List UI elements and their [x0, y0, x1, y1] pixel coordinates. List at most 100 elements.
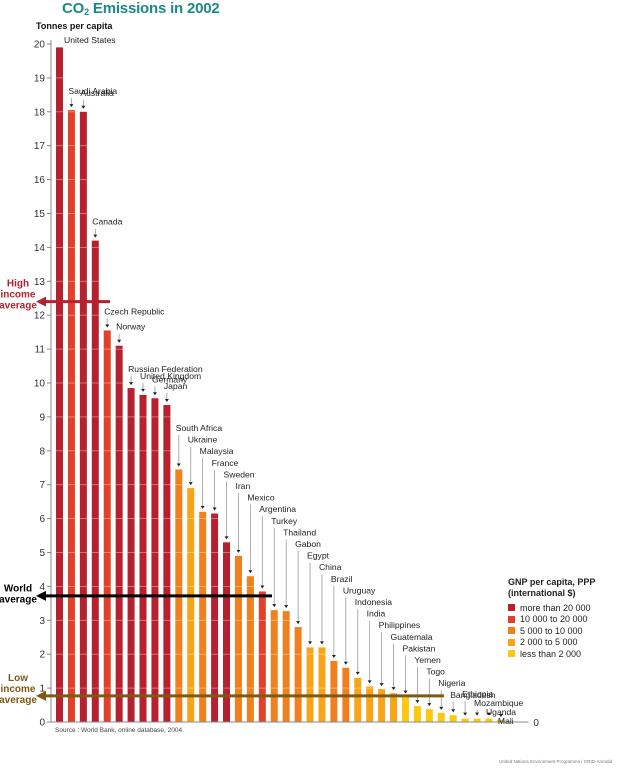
credit-note: United Nations Environment Programme / G… — [499, 759, 612, 764]
legend-label: less than 2 000 — [520, 648, 582, 659]
low-income-average-label: income — [0, 684, 35, 695]
country-label: Sweden — [224, 469, 255, 479]
y-tick-label: 5 — [39, 548, 45, 559]
world-average-label: average — [0, 594, 37, 605]
bar — [461, 718, 469, 722]
country-label: Mozambique — [474, 698, 523, 708]
y-tick-label: 7 — [39, 480, 45, 491]
pointer-arrow-icon — [188, 482, 193, 486]
pointer-arrow-icon — [343, 661, 348, 665]
pointer-arrow-icon — [331, 654, 336, 658]
country-label: Ethiopia — [462, 689, 493, 699]
bar — [91, 240, 99, 722]
legend-swatch — [508, 615, 515, 623]
country-label: United Kingdom — [140, 371, 201, 381]
pointer-arrow-icon — [355, 671, 360, 675]
bar — [390, 693, 398, 722]
bar — [127, 388, 135, 722]
legend-swatch — [508, 627, 515, 635]
bar — [115, 345, 123, 722]
bar — [449, 715, 457, 722]
legend-item: 5 000 to 10 000 — [508, 625, 595, 637]
pointer-arrow-icon — [367, 680, 372, 684]
pointer-arrow-icon — [475, 712, 480, 716]
bar — [425, 709, 433, 722]
y-tick-label: 6 — [39, 514, 45, 525]
pointer-arrow-icon — [379, 683, 384, 687]
bar — [56, 47, 63, 722]
legend-label: 5 000 to 10 000 — [520, 625, 583, 636]
pointer-arrow-icon — [284, 605, 289, 609]
country-label: Thailand — [283, 527, 316, 537]
source-note: Source : World Bank, online database, 20… — [55, 727, 184, 734]
country-label: South Africa — [176, 423, 223, 433]
country-label: Brazil — [331, 574, 353, 584]
country-label: Turkey — [271, 516, 298, 526]
bar — [103, 330, 111, 722]
bar — [413, 706, 421, 722]
country-label: Gabon — [295, 539, 321, 549]
pointer-arrow-icon — [451, 709, 456, 713]
pointer-arrow-icon — [463, 712, 468, 716]
country-label: France — [212, 458, 239, 468]
pointer-arrow-icon — [248, 570, 253, 574]
y-tick-label: 13 — [34, 277, 46, 288]
y-axis-label: Tonnes per capita — [36, 21, 113, 31]
arrow-left-icon — [36, 296, 46, 307]
legend-item: 2 000 to 5 000 — [508, 637, 595, 649]
bar — [67, 110, 75, 723]
y-tick-label: 4 — [39, 582, 45, 593]
zero-label-right: 0 — [533, 718, 539, 729]
pointer-arrow-icon — [439, 706, 444, 710]
pointer-arrow-icon — [141, 388, 146, 392]
pointer-arrow-icon — [308, 641, 313, 645]
pointer-arrow-icon — [403, 690, 408, 694]
bar — [234, 555, 242, 722]
bar — [437, 712, 445, 722]
bar — [211, 513, 219, 722]
bar — [366, 686, 374, 722]
pointer-arrow-icon — [212, 507, 217, 511]
country-label: Germany — [152, 374, 188, 384]
bar — [79, 111, 87, 723]
reference-lines: HighincomeaverageWorldaverageLowincomeav… — [0, 279, 444, 706]
pointer-arrow-icon — [391, 687, 396, 691]
pointer-arrow-icon — [69, 104, 74, 108]
country-label: Nigeria — [438, 678, 465, 688]
pointer-arrow-icon — [498, 713, 503, 717]
country-label: Russian Federation — [128, 364, 203, 374]
bar — [199, 511, 207, 722]
bar — [378, 689, 386, 722]
bar — [318, 647, 326, 722]
country-label: Malaysia — [200, 446, 234, 456]
bar — [270, 610, 278, 722]
pointer-arrow-icon — [117, 339, 122, 343]
y-tick-label: 15 — [34, 209, 46, 220]
pointer-arrow-icon — [319, 641, 324, 645]
bar — [163, 405, 171, 722]
pointer-arrow-icon — [260, 585, 265, 589]
arrow-left-icon — [36, 690, 46, 701]
pointer-arrow-icon — [296, 621, 301, 625]
bar — [497, 719, 505, 722]
high-income-average-label: High — [7, 279, 29, 290]
pointer-arrow-icon — [236, 549, 241, 553]
pointer-arrow-icon — [81, 105, 86, 109]
y-tick-label: 0 — [39, 718, 45, 729]
country-label: Indonesia — [355, 597, 392, 607]
country-label: Ukraine — [188, 435, 218, 445]
bar — [294, 627, 302, 722]
arrow-left-icon — [36, 590, 46, 601]
pointer-arrow-icon — [427, 703, 432, 707]
legend-label: 10 000 to 20 000 — [520, 614, 588, 625]
pointer-arrow-icon — [415, 700, 420, 704]
legend-label: 2 000 to 5 000 — [520, 637, 578, 648]
country-label: Pakistan — [402, 643, 435, 653]
bar — [258, 591, 266, 722]
country-label: Uruguay — [343, 585, 376, 595]
pointer-arrow-icon — [224, 536, 229, 540]
world-average-label: World — [4, 583, 32, 594]
